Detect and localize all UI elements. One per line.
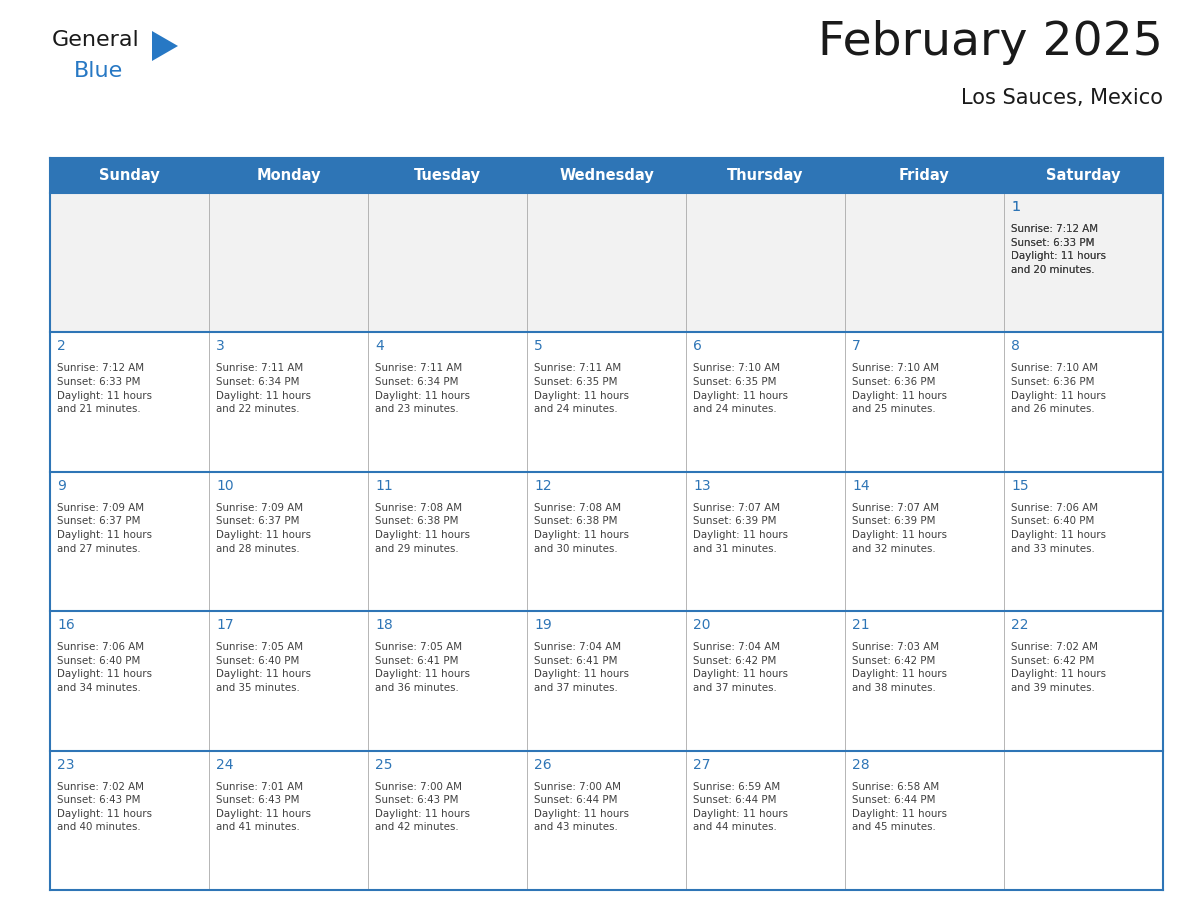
Text: Wednesday: Wednesday: [560, 168, 653, 183]
Text: 19: 19: [533, 618, 551, 633]
Bar: [50, 158, 1163, 193]
Text: 10: 10: [216, 479, 234, 493]
Text: 22: 22: [1011, 618, 1029, 633]
Text: Sunrise: 7:10 AM
Sunset: 6:35 PM
Daylight: 11 hours
and 24 minutes.: Sunrise: 7:10 AM Sunset: 6:35 PM Dayligh…: [693, 364, 788, 414]
Text: Sunrise: 7:11 AM
Sunset: 6:35 PM
Daylight: 11 hours
and 24 minutes.: Sunrise: 7:11 AM Sunset: 6:35 PM Dayligh…: [533, 364, 628, 414]
Text: Sunrise: 7:05 AM
Sunset: 6:40 PM
Daylight: 11 hours
and 35 minutes.: Sunrise: 7:05 AM Sunset: 6:40 PM Dayligh…: [216, 643, 311, 693]
Text: 15: 15: [1011, 479, 1029, 493]
Text: Sunrise: 7:06 AM
Sunset: 6:40 PM
Daylight: 11 hours
and 34 minutes.: Sunrise: 7:06 AM Sunset: 6:40 PM Dayligh…: [57, 643, 152, 693]
Text: 9: 9: [57, 479, 65, 493]
Text: 28: 28: [852, 757, 870, 772]
Text: Sunrise: 7:07 AM
Sunset: 6:39 PM
Daylight: 11 hours
and 32 minutes.: Sunrise: 7:07 AM Sunset: 6:39 PM Dayligh…: [852, 503, 947, 554]
Text: 17: 17: [216, 618, 234, 633]
Text: Blue: Blue: [74, 61, 124, 81]
Text: Sunrise: 6:58 AM
Sunset: 6:44 PM
Daylight: 11 hours
and 45 minutes.: Sunrise: 6:58 AM Sunset: 6:44 PM Dayligh…: [852, 781, 947, 833]
Text: 26: 26: [533, 757, 551, 772]
Text: Sunrise: 7:08 AM
Sunset: 6:38 PM
Daylight: 11 hours
and 29 minutes.: Sunrise: 7:08 AM Sunset: 6:38 PM Dayligh…: [375, 503, 470, 554]
Text: 12: 12: [533, 479, 551, 493]
Text: Sunrise: 7:10 AM
Sunset: 6:36 PM
Daylight: 11 hours
and 25 minutes.: Sunrise: 7:10 AM Sunset: 6:36 PM Dayligh…: [852, 364, 947, 414]
Text: Sunrise: 7:09 AM
Sunset: 6:37 PM
Daylight: 11 hours
and 27 minutes.: Sunrise: 7:09 AM Sunset: 6:37 PM Dayligh…: [57, 503, 152, 554]
Polygon shape: [152, 31, 178, 61]
Text: 11: 11: [375, 479, 393, 493]
Text: 1: 1: [1011, 200, 1019, 214]
Text: Sunrise: 7:07 AM
Sunset: 6:39 PM
Daylight: 11 hours
and 31 minutes.: Sunrise: 7:07 AM Sunset: 6:39 PM Dayligh…: [693, 503, 788, 554]
Text: Sunrise: 7:03 AM
Sunset: 6:42 PM
Daylight: 11 hours
and 38 minutes.: Sunrise: 7:03 AM Sunset: 6:42 PM Dayligh…: [852, 643, 947, 693]
Text: Sunrise: 7:10 AM
Sunset: 6:36 PM
Daylight: 11 hours
and 26 minutes.: Sunrise: 7:10 AM Sunset: 6:36 PM Dayligh…: [1011, 364, 1106, 414]
Text: 6: 6: [693, 340, 702, 353]
Text: 13: 13: [693, 479, 710, 493]
Text: Sunrise: 7:01 AM
Sunset: 6:43 PM
Daylight: 11 hours
and 41 minutes.: Sunrise: 7:01 AM Sunset: 6:43 PM Dayligh…: [216, 781, 311, 833]
Text: Sunday: Sunday: [99, 168, 160, 183]
Text: Monday: Monday: [257, 168, 321, 183]
Text: Sunrise: 7:08 AM
Sunset: 6:38 PM
Daylight: 11 hours
and 30 minutes.: Sunrise: 7:08 AM Sunset: 6:38 PM Dayligh…: [533, 503, 628, 554]
Text: Tuesday: Tuesday: [413, 168, 481, 183]
Text: 4: 4: [375, 340, 384, 353]
Text: Sunrise: 7:06 AM
Sunset: 6:40 PM
Daylight: 11 hours
and 33 minutes.: Sunrise: 7:06 AM Sunset: 6:40 PM Dayligh…: [1011, 503, 1106, 554]
Text: Sunrise: 7:00 AM
Sunset: 6:44 PM
Daylight: 11 hours
and 43 minutes.: Sunrise: 7:00 AM Sunset: 6:44 PM Dayligh…: [533, 781, 628, 833]
Text: Saturday: Saturday: [1047, 168, 1120, 183]
Bar: [50, 193, 1163, 332]
Text: Sunrise: 7:04 AM
Sunset: 6:41 PM
Daylight: 11 hours
and 37 minutes.: Sunrise: 7:04 AM Sunset: 6:41 PM Dayligh…: [533, 643, 628, 693]
Text: Sunrise: 7:05 AM
Sunset: 6:41 PM
Daylight: 11 hours
and 36 minutes.: Sunrise: 7:05 AM Sunset: 6:41 PM Dayligh…: [375, 643, 470, 693]
Text: Thursday: Thursday: [727, 168, 804, 183]
Text: Sunrise: 7:11 AM
Sunset: 6:34 PM
Daylight: 11 hours
and 23 minutes.: Sunrise: 7:11 AM Sunset: 6:34 PM Dayligh…: [375, 364, 470, 414]
Text: Sunrise: 7:12 AM
Sunset: 6:33 PM
Daylight: 11 hours
and 20 minutes.: Sunrise: 7:12 AM Sunset: 6:33 PM Dayligh…: [1011, 224, 1106, 274]
Text: 18: 18: [375, 618, 393, 633]
Text: 23: 23: [57, 757, 75, 772]
Text: 21: 21: [852, 618, 870, 633]
Text: 25: 25: [375, 757, 392, 772]
Text: Sunrise: 7:09 AM
Sunset: 6:37 PM
Daylight: 11 hours
and 28 minutes.: Sunrise: 7:09 AM Sunset: 6:37 PM Dayligh…: [216, 503, 311, 554]
Text: Sunrise: 7:02 AM
Sunset: 6:42 PM
Daylight: 11 hours
and 39 minutes.: Sunrise: 7:02 AM Sunset: 6:42 PM Dayligh…: [1011, 643, 1106, 693]
Text: Sunrise: 7:02 AM
Sunset: 6:43 PM
Daylight: 11 hours
and 40 minutes.: Sunrise: 7:02 AM Sunset: 6:43 PM Dayligh…: [57, 781, 152, 833]
Text: 5: 5: [533, 340, 543, 353]
Text: Friday: Friday: [899, 168, 950, 183]
Text: 24: 24: [216, 757, 234, 772]
Text: 14: 14: [852, 479, 870, 493]
Text: 27: 27: [693, 757, 710, 772]
Text: Sunrise: 7:11 AM
Sunset: 6:34 PM
Daylight: 11 hours
and 22 minutes.: Sunrise: 7:11 AM Sunset: 6:34 PM Dayligh…: [216, 364, 311, 414]
Text: 20: 20: [693, 618, 710, 633]
Text: Sunrise: 6:59 AM
Sunset: 6:44 PM
Daylight: 11 hours
and 44 minutes.: Sunrise: 6:59 AM Sunset: 6:44 PM Dayligh…: [693, 781, 788, 833]
Text: Sunrise: 7:00 AM
Sunset: 6:43 PM
Daylight: 11 hours
and 42 minutes.: Sunrise: 7:00 AM Sunset: 6:43 PM Dayligh…: [375, 781, 470, 833]
Text: 1: 1: [1011, 200, 1019, 214]
Text: 7: 7: [852, 340, 861, 353]
Text: General: General: [52, 30, 140, 50]
Text: February 2025: February 2025: [819, 20, 1163, 65]
Text: 16: 16: [57, 618, 75, 633]
Text: Sunrise: 7:12 AM
Sunset: 6:33 PM
Daylight: 11 hours
and 21 minutes.: Sunrise: 7:12 AM Sunset: 6:33 PM Dayligh…: [57, 364, 152, 414]
Text: 2: 2: [57, 340, 65, 353]
Text: 8: 8: [1011, 340, 1019, 353]
Text: Sunrise: 7:04 AM
Sunset: 6:42 PM
Daylight: 11 hours
and 37 minutes.: Sunrise: 7:04 AM Sunset: 6:42 PM Dayligh…: [693, 643, 788, 693]
Text: 3: 3: [216, 340, 225, 353]
Text: Sunrise: 7:12 AM
Sunset: 6:33 PM
Daylight: 11 hours
and 20 minutes.: Sunrise: 7:12 AM Sunset: 6:33 PM Dayligh…: [1011, 224, 1106, 274]
Text: Los Sauces, Mexico: Los Sauces, Mexico: [961, 88, 1163, 108]
